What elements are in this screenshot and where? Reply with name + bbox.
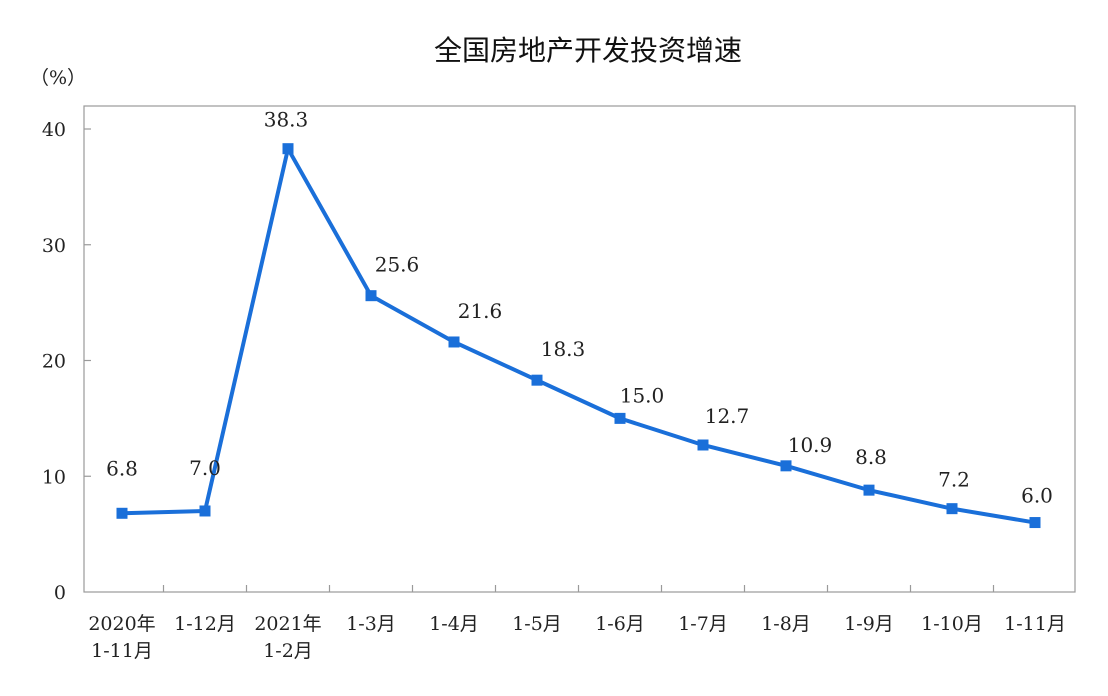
series-line-path bbox=[121, 146, 1036, 525]
data-point-marker bbox=[1029, 517, 1041, 529]
data-point-marker bbox=[863, 484, 875, 496]
y-tick-label: 20 bbox=[42, 351, 66, 373]
y-tick-label: 40 bbox=[42, 119, 66, 141]
x-tick-label: 1-4月 bbox=[429, 613, 479, 635]
x-tick-label: 1-2月 bbox=[263, 640, 313, 662]
data-label: 18.3 bbox=[541, 337, 586, 361]
y-tick-label: 30 bbox=[42, 235, 66, 257]
data-point-marker bbox=[780, 460, 792, 472]
data-point-marker bbox=[116, 507, 128, 519]
data-label: 12.7 bbox=[705, 404, 750, 428]
data-point-marker bbox=[448, 336, 460, 348]
plot-frame bbox=[83, 105, 1076, 593]
x-tick-label: 1-7月 bbox=[678, 613, 728, 635]
x-tick-label: 1-3月 bbox=[346, 613, 396, 635]
x-tick-label: 1-9月 bbox=[844, 613, 894, 635]
x-tick-label: 1-12月 bbox=[174, 613, 236, 635]
y-axis-unit: （%） bbox=[30, 67, 86, 89]
data-point-marker bbox=[614, 412, 626, 424]
x-tick-label: 2021年 bbox=[254, 613, 321, 635]
data-label: 7.2 bbox=[938, 468, 970, 492]
data-labels: 6.8 7.0 38.3 25.6 21.6 18.3 15.0 12.7 10.9 8.8 7.2… bbox=[106, 108, 1053, 508]
data-point-marker bbox=[946, 503, 958, 515]
data-point-marker bbox=[697, 439, 709, 451]
data-point-marker bbox=[282, 143, 294, 155]
x-axis: 2020年 1-11月 1-12月 2021年 1-2月 1-3月 1-4月 1-5月 1-6月… bbox=[88, 585, 1066, 662]
data-label: 38.3 bbox=[264, 108, 309, 132]
y-tick-label: 0 bbox=[54, 582, 66, 604]
data-point-marker bbox=[365, 290, 377, 302]
y-tick-label: 10 bbox=[42, 466, 66, 488]
series-line bbox=[116, 143, 1041, 529]
x-tick-label: 1-10月 bbox=[921, 613, 983, 635]
data-point-marker bbox=[531, 374, 543, 386]
data-label: 15.0 bbox=[620, 383, 665, 407]
data-label: 8.8 bbox=[855, 445, 887, 469]
data-label: 6.8 bbox=[106, 456, 138, 480]
data-label: 6.0 bbox=[1021, 484, 1053, 508]
data-label: 25.6 bbox=[375, 253, 420, 277]
y-axis: 0 10 20 30 40 bbox=[42, 119, 91, 604]
x-tick-label: 1-11月 bbox=[1004, 613, 1066, 635]
data-label: 7.0 bbox=[189, 456, 221, 480]
x-tick-label: 1-11月 bbox=[91, 640, 153, 662]
data-label: 21.6 bbox=[458, 299, 503, 323]
x-tick-label: 2020年 bbox=[88, 613, 155, 635]
data-label: 10.9 bbox=[788, 433, 833, 457]
chart-title: 全国房地产开发投资增速 bbox=[434, 34, 742, 67]
x-tick-label: 1-5月 bbox=[512, 613, 562, 635]
data-point-marker bbox=[199, 505, 211, 517]
x-tick-label: 1-8月 bbox=[761, 613, 811, 635]
x-tick-label: 1-6月 bbox=[595, 613, 645, 635]
